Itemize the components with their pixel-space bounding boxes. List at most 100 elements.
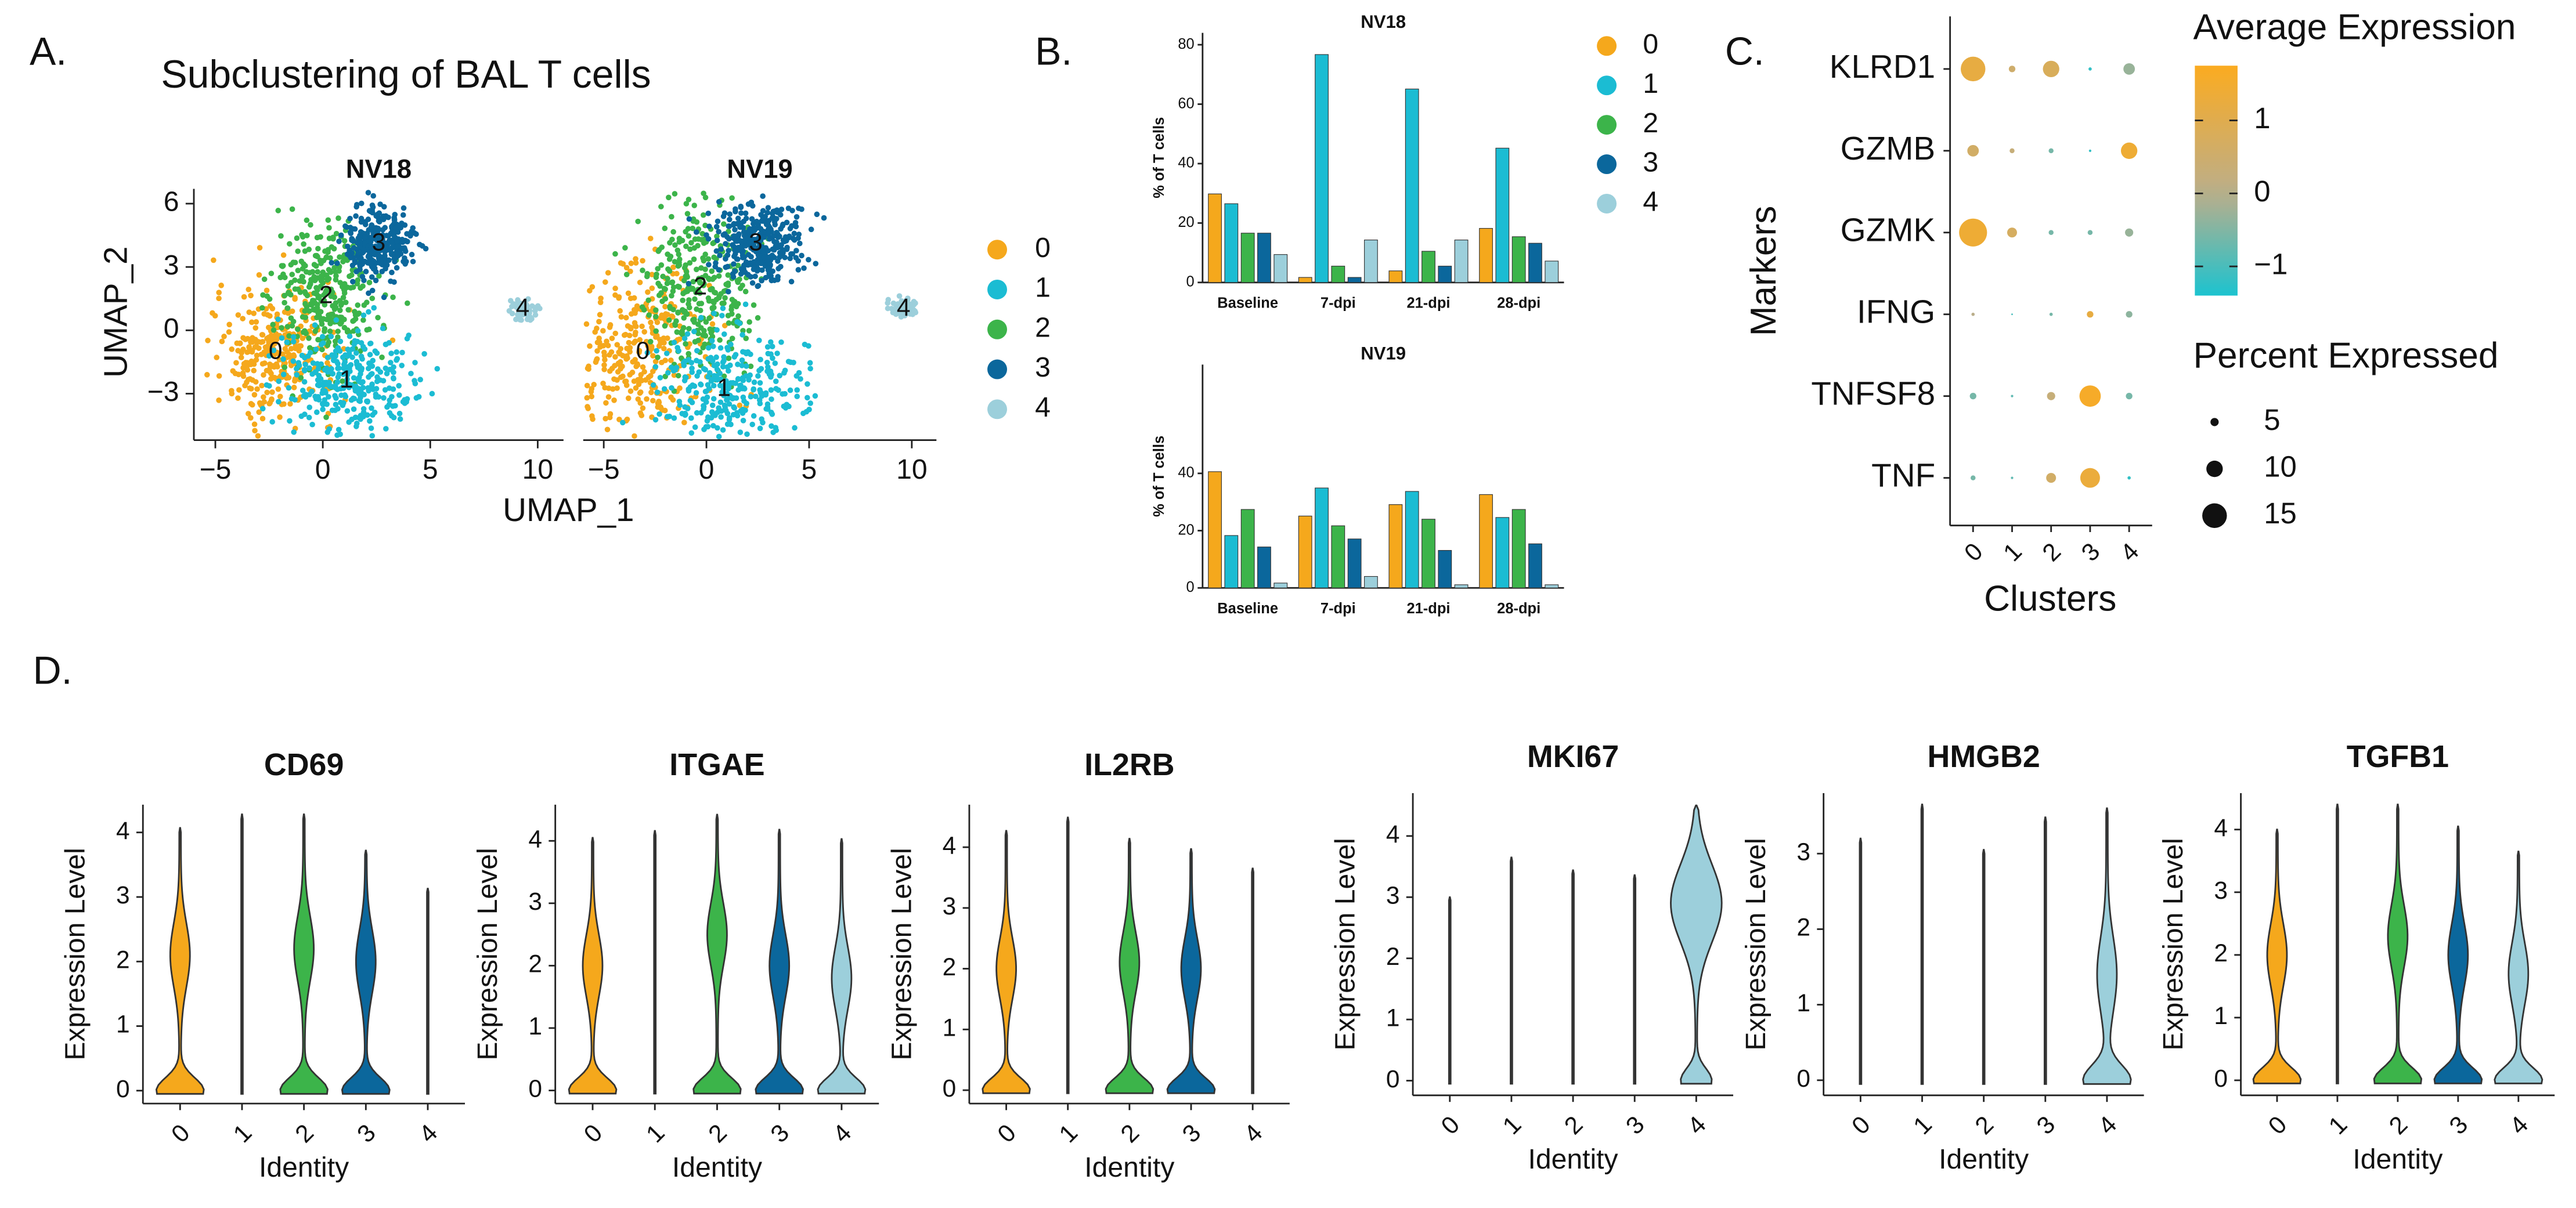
y-tick-label: 4: [943, 831, 957, 859]
cell-point: [318, 234, 323, 240]
cell-point: [347, 333, 353, 339]
cell-point: [205, 338, 211, 343]
cell-point: [319, 321, 325, 327]
umap-points: [583, 190, 919, 440]
cell-point: [709, 409, 715, 415]
cell-point: [885, 300, 891, 306]
cell-point: [684, 331, 691, 337]
cell-point: [703, 319, 709, 325]
cell-point: [274, 311, 280, 317]
cell-point: [350, 318, 356, 324]
cluster-label: 1: [340, 366, 353, 393]
cell-point: [705, 345, 712, 351]
cell-point: [765, 226, 771, 233]
cell-point: [698, 410, 704, 416]
cell-point: [734, 410, 740, 416]
cell-point: [735, 313, 741, 319]
y-tick-label: 4: [528, 825, 542, 852]
cell-point: [623, 356, 629, 362]
cell-point: [740, 328, 746, 334]
cell-point: [357, 398, 363, 404]
cell-point: [771, 233, 778, 238]
cell-point: [727, 211, 733, 217]
cell-point: [692, 296, 698, 302]
cell-point: [278, 233, 284, 239]
cell-point: [658, 404, 663, 410]
cell-point: [699, 274, 705, 281]
cell-point: [296, 348, 302, 354]
size-swatch: [2202, 503, 2227, 528]
cell-point: [896, 293, 903, 299]
cell-point: [744, 363, 749, 369]
cell-point: [725, 272, 731, 278]
bar: [1240, 233, 1255, 283]
cell-point: [766, 236, 773, 242]
cell-point: [371, 305, 377, 311]
cell-point: [710, 422, 716, 429]
panel-label: B.: [1035, 30, 1072, 73]
cell-point: [282, 299, 287, 306]
cell-point: [306, 335, 312, 341]
cell-point: [326, 394, 331, 400]
cell-point: [370, 386, 376, 392]
cell-point: [780, 247, 785, 253]
cell-point: [688, 240, 694, 246]
cell-point: [340, 354, 346, 360]
cell-point: [370, 357, 376, 364]
cell-point: [723, 281, 729, 287]
cell-point: [789, 251, 796, 257]
cell-point: [731, 261, 737, 267]
cell-point: [793, 214, 800, 220]
cell-point: [772, 222, 778, 227]
cell-point: [793, 248, 799, 254]
cell-point: [317, 258, 323, 263]
cell-point: [627, 372, 633, 378]
cell-point: [280, 371, 287, 378]
cell-point: [369, 295, 376, 302]
y-tick-label: 1: [1796, 989, 1810, 1017]
cell-point: [286, 333, 292, 339]
cell-point: [739, 332, 745, 338]
cell-point: [756, 247, 762, 253]
cell-point: [735, 387, 742, 393]
cell-point: [625, 290, 632, 296]
cell-point: [351, 328, 357, 334]
cell-point: [694, 266, 699, 273]
cluster-label: 3: [749, 228, 763, 255]
cell-point: [284, 324, 291, 330]
dot: [2047, 392, 2055, 400]
cell-point: [323, 414, 329, 421]
cell-point: [663, 311, 669, 317]
cell-point: [753, 220, 759, 226]
y-tick-label: 80: [1178, 36, 1194, 52]
cell-point: [294, 235, 300, 241]
cell-point: [773, 216, 780, 222]
cell-point: [728, 306, 734, 313]
cell-point: [262, 344, 269, 350]
y-tick-label: 0: [943, 1075, 957, 1102]
cell-point: [517, 310, 523, 317]
cell-point: [726, 247, 731, 254]
cell-point: [355, 240, 361, 247]
violin: [653, 830, 657, 1095]
cell-point: [739, 252, 746, 258]
y-tick-label: 3: [1386, 881, 1400, 909]
cell-point: [356, 310, 362, 316]
cell-point: [784, 244, 790, 251]
cell-point: [257, 400, 263, 406]
violin: [1571, 869, 1575, 1085]
cell-point: [721, 354, 727, 360]
cell-point: [407, 232, 414, 237]
cell-point: [368, 261, 374, 267]
cell-point: [247, 385, 253, 391]
cell-point: [334, 386, 341, 392]
bar: [1511, 236, 1526, 283]
bar: [1298, 515, 1312, 588]
cell-point: [782, 367, 788, 374]
bar: [1528, 243, 1542, 283]
cell-point: [623, 314, 629, 321]
legend-label: 0: [1643, 28, 1658, 60]
y-tick-label: IFNG: [1857, 294, 1935, 330]
legend-label: 4: [1035, 392, 1051, 423]
cell-point: [709, 338, 715, 344]
